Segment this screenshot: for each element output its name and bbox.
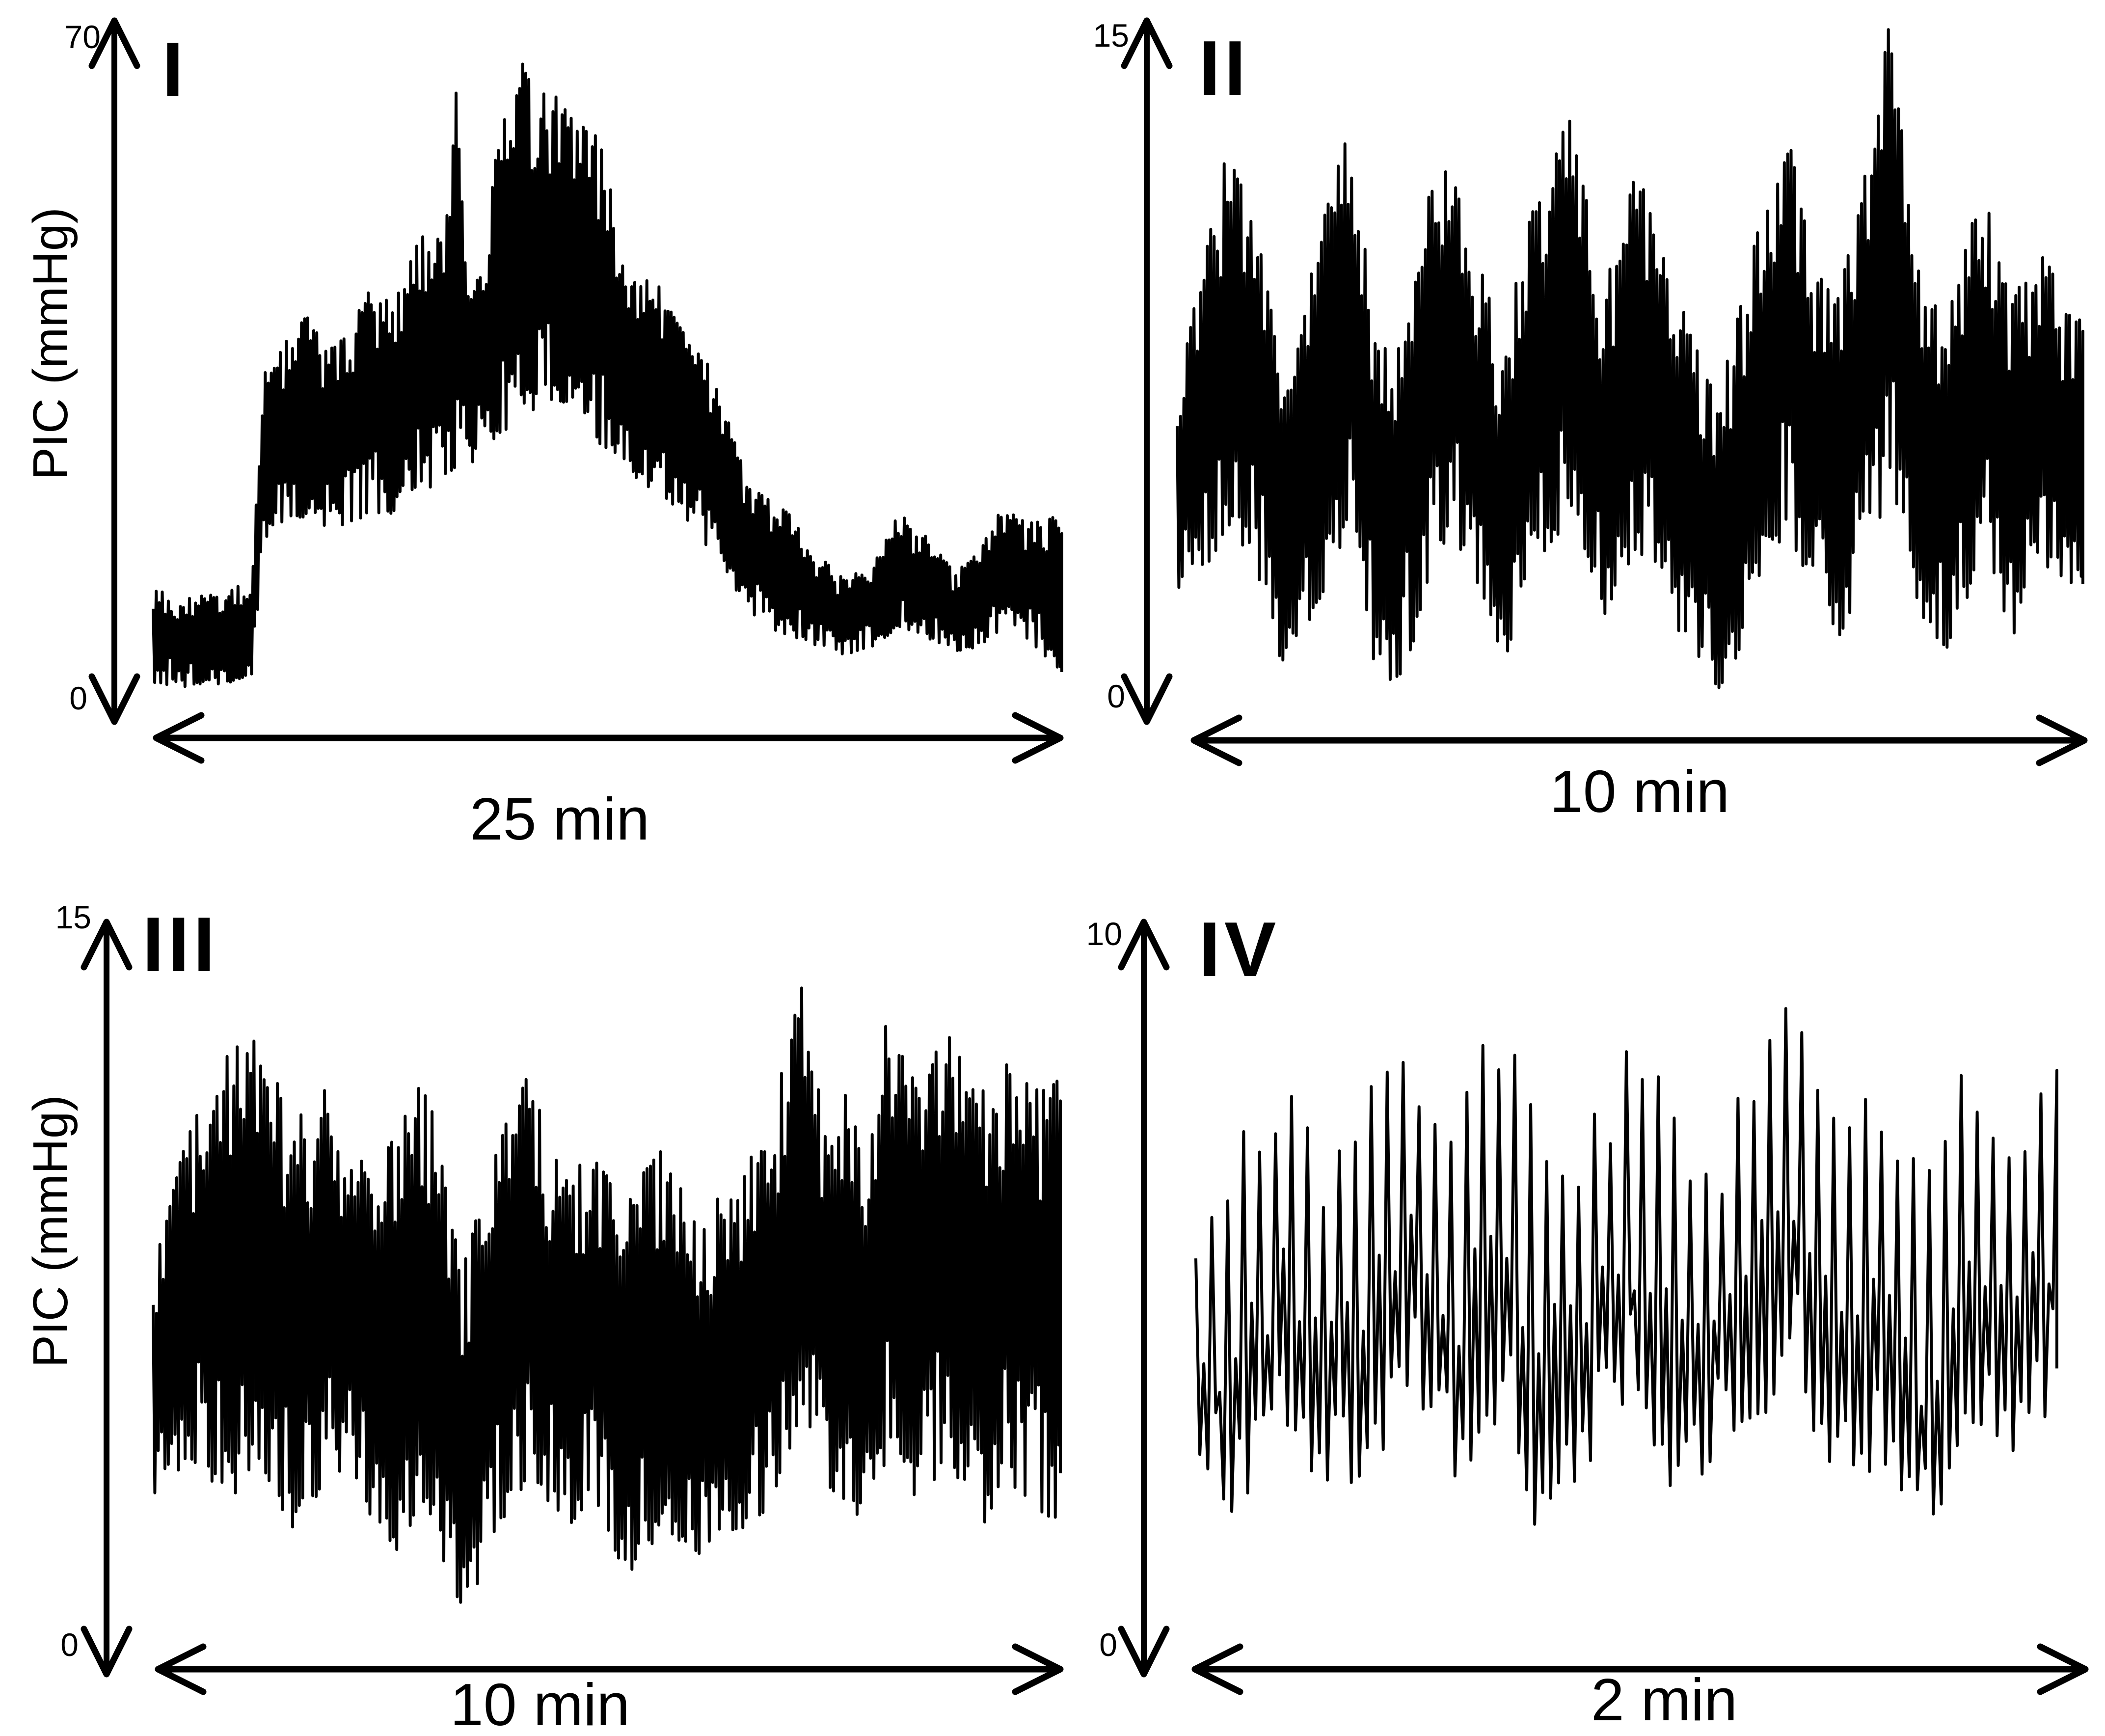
panel-1-x-axis-right-arrow-icon (1012, 712, 1064, 764)
panel-4-title: IV (1199, 906, 1280, 993)
panel-1-time-span-label: 25 min (469, 786, 650, 852)
panel-4-x-axis-left-arrow-icon (1191, 1643, 1243, 1695)
panel-1-y-axis-down-arrow-icon (88, 673, 140, 725)
panel-1-y-axis-up-arrow-icon (88, 17, 140, 69)
panel-1-title: I (162, 27, 188, 113)
panel-1-ymax-tick: 70 (64, 19, 101, 55)
panel-3-pressure-trace (152, 986, 1062, 1604)
panel-3-time-span-label: 10 min (450, 1671, 630, 1736)
panel-2-y-axis-up-arrow-icon (1121, 17, 1173, 69)
panel-2-title: II (1199, 25, 1250, 111)
panel-1-pressure-trace (152, 62, 1063, 688)
panel-3-y-axis-up-arrow-icon (81, 919, 133, 971)
panel-2-yzero-tick: 0 (1107, 678, 1125, 714)
trace-layer (152, 28, 2084, 1604)
panel-3-y-axis-down-arrow-icon (81, 1626, 133, 1678)
panel-2-pressure-trace (1176, 28, 2084, 689)
panel-4-ymax-tick: 10 (1086, 916, 1122, 952)
axes-layer (81, 17, 2089, 1695)
panel-1-yzero-tick: 0 (69, 680, 87, 716)
panel-3-ymax-tick: 15 (55, 899, 91, 935)
panel-4-time-span-label: 2 min (1591, 1666, 1738, 1733)
panel-2-time-span-label: 10 min (1549, 758, 1730, 825)
panel-1-x-axis-left-arrow-icon (153, 712, 205, 764)
panel-4-yzero-tick: 0 (1099, 1627, 1117, 1663)
panel-4-y-axis-down-arrow-icon (1118, 1626, 1170, 1678)
panel-1-y-axis-label: PIC (mmHg) (23, 207, 78, 480)
panel-4-y-axis-up-arrow-icon (1118, 919, 1170, 971)
panel-3-x-axis-left-arrow-icon (155, 1643, 207, 1695)
panel-2-ymax-tick: 15 (1093, 17, 1129, 54)
panel-3-title: III (142, 901, 219, 988)
panel-3-yzero-tick: 0 (60, 1627, 79, 1663)
panel-3-x-axis-right-arrow-icon (1012, 1643, 1064, 1695)
panel-3-y-axis-label: PIC (mmHg) (23, 1095, 78, 1368)
panel-4-pressure-trace (1194, 1007, 2058, 1526)
panel-4-x-axis-right-arrow-icon (2037, 1643, 2089, 1695)
panel-2-y-axis-down-arrow-icon (1121, 673, 1173, 725)
panel-2-x-axis-left-arrow-icon (1190, 714, 1242, 766)
panel-2-x-axis-right-arrow-icon (2036, 714, 2088, 766)
